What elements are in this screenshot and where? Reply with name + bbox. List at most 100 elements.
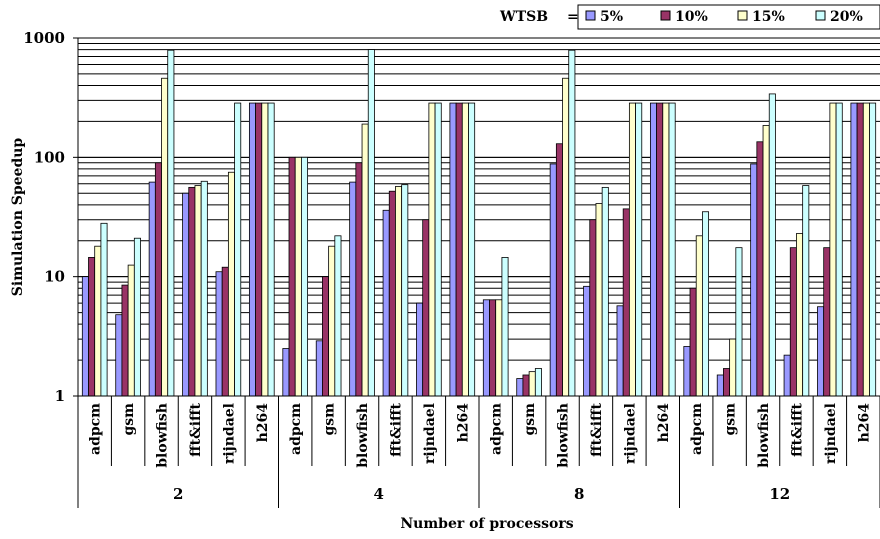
bar-15pct-fft-ifft-p8 (595, 203, 603, 397)
bar-15pct-adpcm-p2 (94, 245, 102, 397)
legend-entry: 5% (600, 9, 623, 25)
labels: 1 10 100 1000 adpcm gsm blowfish fft&ifft rijnda… (10, 29, 872, 532)
processor-group-label: 2 (173, 485, 183, 503)
bar-20pct-adpcm-p4 (301, 156, 309, 397)
legend-title: WTSB (499, 9, 548, 25)
bar-5pct-fft-ifft-p2 (182, 192, 190, 397)
benchmark-label: adpcm (88, 403, 104, 455)
bar-20pct-fft-ifft-p12 (802, 185, 810, 397)
bars (81, 49, 877, 397)
bar-5pct-blowfish-p2 (148, 181, 156, 397)
bar-15pct-blowfish-p2 (161, 77, 169, 397)
bar-5pct-adpcm-p12 (683, 346, 691, 397)
bar-20pct-gsm-p4 (334, 235, 342, 397)
bar-20pct-gsm-p8 (534, 368, 542, 397)
bar-10pct-blowfish-p12 (756, 141, 764, 397)
benchmark-label: h264 (455, 403, 471, 443)
bar-10pct-rijndael-p2 (221, 266, 229, 397)
bar-15pct-adpcm-p12 (695, 235, 703, 397)
benchmark-label: h264 (856, 403, 872, 443)
bar-20pct-h264-p4 (468, 102, 476, 397)
bar-5pct-gsm-p8 (516, 378, 524, 397)
bar-5pct-fft-ifft-p8 (583, 285, 591, 397)
bar-5pct-rijndael-p12 (817, 306, 825, 397)
benchmark-label: blowfish (556, 403, 572, 468)
legend-entry: 15% (752, 9, 785, 25)
bar-10pct-adpcm-p2 (88, 257, 96, 397)
bar-10pct-gsm-p8 (522, 374, 530, 397)
bar-20pct-rijndael-p8 (635, 102, 643, 397)
benchmark-label: h264 (656, 403, 672, 443)
bar-20pct-rijndael-p2 (234, 102, 242, 397)
bar-10pct-gsm-p4 (322, 276, 330, 397)
processor-group-label: 4 (374, 485, 384, 503)
bar-20pct-rijndael-p12 (835, 102, 843, 397)
bar-10pct-fft-ifft-p12 (789, 247, 797, 397)
bar-15pct-gsm-p12 (729, 338, 737, 397)
bar-20pct-gsm-p12 (735, 247, 743, 397)
bar-5pct-gsm-p12 (716, 374, 724, 397)
grid-lines (78, 37, 880, 397)
x-axis-title: Number of processors (400, 516, 573, 532)
bar-5pct-h264-p8 (649, 102, 657, 397)
benchmark-label: adpcm (288, 403, 304, 455)
bar-5pct-adpcm-p2 (81, 276, 89, 397)
benchmark-label: gsm (322, 403, 338, 436)
bar-10pct-adpcm-p4 (288, 156, 296, 397)
y-axis-title: Simulation Speedup (10, 138, 26, 297)
legend-entry: 10% (675, 9, 708, 25)
bar-20pct-fft-ifft-p4 (401, 184, 409, 397)
bar-15pct-adpcm-p8 (495, 299, 503, 397)
axes (73, 37, 880, 508)
bar-5pct-blowfish-p4 (349, 181, 357, 397)
benchmark-label: rijndael (622, 403, 638, 464)
legend-swatch (660, 10, 671, 21)
benchmark-label: adpcm (689, 403, 705, 455)
bar-15pct-gsm-p2 (127, 264, 135, 397)
y-tick-label: 1000 (23, 29, 65, 47)
bar-20pct-gsm-p2 (133, 237, 141, 397)
bar-20pct-blowfish-p12 (768, 93, 776, 397)
bar-20pct-fft-ifft-p8 (601, 186, 609, 397)
bar-10pct-fft-ifft-p4 (388, 190, 396, 397)
bar-20pct-adpcm-p2 (100, 222, 108, 397)
bar-10pct-blowfish-p8 (555, 143, 563, 397)
bar-5pct-fft-ifft-p4 (382, 209, 390, 397)
legend-swatch (585, 10, 596, 21)
bar-10pct-blowfish-p2 (154, 162, 162, 397)
bar-15pct-adpcm-p4 (294, 156, 302, 397)
bar-15pct-rijndael-p2 (227, 171, 235, 397)
bar-15pct-blowfish-p12 (762, 125, 770, 397)
bar-20pct-blowfish-p8 (568, 49, 576, 397)
bar-5pct-gsm-p4 (315, 340, 323, 397)
benchmark-label: gsm (522, 403, 538, 436)
benchmark-label: fft&ifft (388, 402, 404, 456)
bar-10pct-h264-p2 (255, 102, 263, 397)
benchmark-label: rijndael (221, 403, 237, 464)
processor-group-label: 8 (574, 485, 584, 503)
benchmark-label: blowfish (155, 403, 171, 468)
legend: WTSB = 5% 10% 15% 20% (494, 0, 880, 30)
legend-entry: 20% (830, 9, 863, 25)
bar-10pct-gsm-p2 (121, 284, 129, 397)
bar-5pct-h264-p2 (248, 102, 256, 397)
benchmark-label: blowfish (756, 403, 772, 468)
bar-20pct-h264-p12 (869, 102, 877, 397)
bar-5pct-rijndael-p2 (215, 271, 223, 397)
bar-15pct-fft-ifft-p12 (796, 233, 804, 397)
bar-10pct-fft-ifft-p2 (188, 186, 196, 397)
benchmark-label: gsm (723, 403, 739, 436)
benchmark-label: blowfish (355, 403, 371, 468)
bar-20pct-adpcm-p8 (501, 257, 509, 397)
bar-10pct-h264-p8 (656, 102, 664, 397)
bar-5pct-rijndael-p8 (616, 305, 624, 397)
benchmark-label: rijndael (823, 403, 839, 464)
bar-10pct-fft-ifft-p8 (589, 219, 597, 397)
bar-10pct-adpcm-p12 (689, 287, 697, 397)
benchmark-label: fft&ifft (188, 402, 204, 456)
bar-10pct-adpcm-p8 (489, 299, 497, 397)
bar-20pct-h264-p2 (267, 102, 275, 397)
legend-swatch (815, 10, 826, 21)
bar-20pct-blowfish-p2 (167, 49, 175, 397)
bar-15pct-blowfish-p4 (361, 123, 369, 397)
